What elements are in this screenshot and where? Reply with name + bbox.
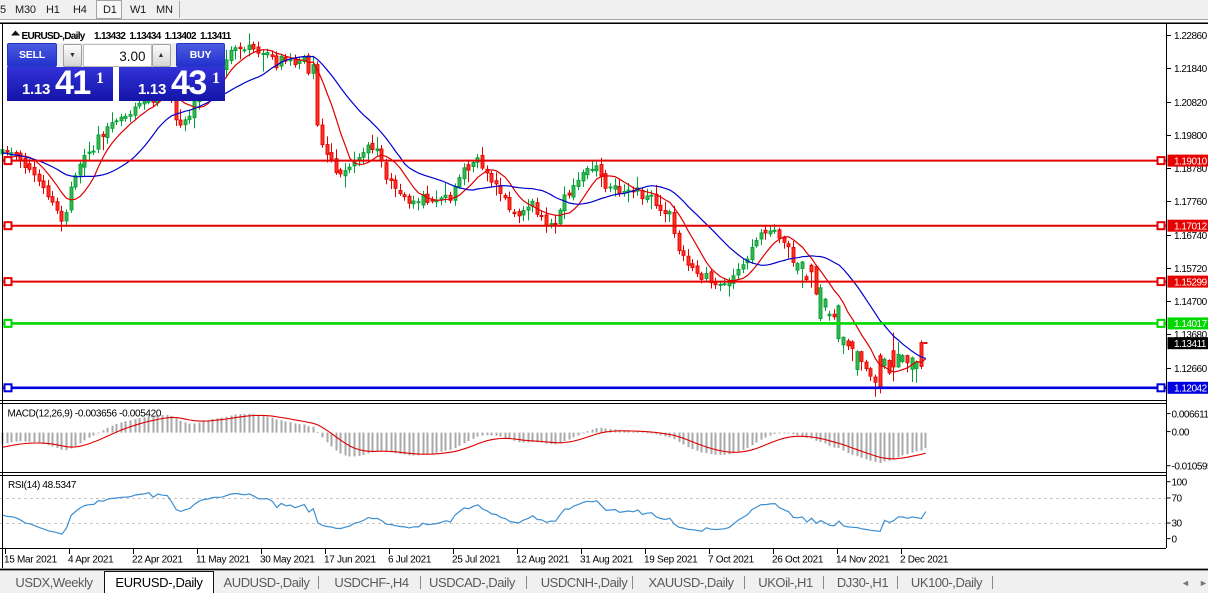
svg-text:RSI(14) 48.5347: RSI(14) 48.5347 xyxy=(8,480,77,491)
svg-text:11 May 2021: 11 May 2021 xyxy=(196,555,251,566)
svg-text:17 Jun 2021: 17 Jun 2021 xyxy=(324,555,376,566)
svg-text:1.15299: 1.15299 xyxy=(1174,277,1208,288)
svg-text:1.20820: 1.20820 xyxy=(1174,98,1208,109)
svg-text:25 Jul 2021: 25 Jul 2021 xyxy=(452,555,501,566)
svg-text:1.15720: 1.15720 xyxy=(1174,264,1208,275)
svg-text:100: 100 xyxy=(1172,477,1188,488)
svg-text:1.12660: 1.12660 xyxy=(1174,364,1208,375)
svg-text:1.22860: 1.22860 xyxy=(1174,31,1208,42)
svg-text:1.19010: 1.19010 xyxy=(1174,156,1208,167)
svg-text:0: 0 xyxy=(1172,534,1178,545)
svg-text:2 Dec 2021: 2 Dec 2021 xyxy=(900,555,949,566)
svg-text:22 Apr 2021: 22 Apr 2021 xyxy=(132,555,183,566)
svg-text:1.14017: 1.14017 xyxy=(1174,319,1208,330)
svg-text:1.21840: 1.21840 xyxy=(1174,64,1208,75)
svg-text:1.13411: 1.13411 xyxy=(1174,339,1207,350)
svg-text:70: 70 xyxy=(1172,494,1183,505)
svg-text:31 Aug 2021: 31 Aug 2021 xyxy=(580,555,634,566)
svg-text:19 Sep 2021: 19 Sep 2021 xyxy=(644,555,698,566)
svg-text:1.14700: 1.14700 xyxy=(1174,297,1208,308)
svg-text:6 Jul 2021: 6 Jul 2021 xyxy=(388,555,432,566)
svg-text:26 Oct 2021: 26 Oct 2021 xyxy=(772,555,824,566)
svg-text:MACD(12,26,9) -0.003656 -0.005: MACD(12,26,9) -0.003656 -0.005420 xyxy=(8,409,162,420)
svg-text:4 Apr 2021: 4 Apr 2021 xyxy=(68,555,114,566)
svg-text:EURUSD-,Daily: EURUSD-,Daily xyxy=(22,31,86,42)
svg-text:30: 30 xyxy=(1172,519,1183,530)
svg-text:0.006611: 0.006611 xyxy=(1172,409,1208,420)
svg-text:7 Oct 2021: 7 Oct 2021 xyxy=(708,555,755,566)
svg-text:-0.010595: -0.010595 xyxy=(1172,461,1208,472)
svg-text:15 Mar 2021: 15 Mar 2021 xyxy=(4,555,58,566)
svg-text:1.17012: 1.17012 xyxy=(1174,221,1208,232)
svg-text:1.12042: 1.12042 xyxy=(1174,384,1208,395)
svg-text:1.17760: 1.17760 xyxy=(1174,197,1208,208)
svg-text:0.00: 0.00 xyxy=(1172,427,1190,438)
svg-text:1.19800: 1.19800 xyxy=(1174,131,1208,142)
svg-text:14 Nov 2021: 14 Nov 2021 xyxy=(836,555,890,566)
svg-text:12 Aug 2021: 12 Aug 2021 xyxy=(516,555,570,566)
svg-text:30 May 2021: 30 May 2021 xyxy=(260,555,315,566)
svg-text:1.16740: 1.16740 xyxy=(1174,231,1208,242)
svg-text:1.13432 1.13434 1.13402 1.1341: 1.13432 1.13434 1.13402 1.13411 xyxy=(94,31,232,42)
